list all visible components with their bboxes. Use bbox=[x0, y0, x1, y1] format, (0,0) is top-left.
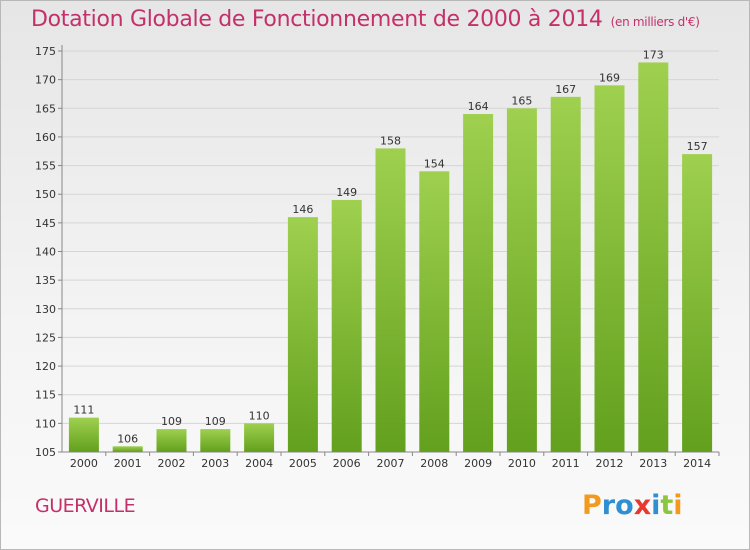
y-tick-label: 165 bbox=[35, 102, 56, 115]
bar-2014 bbox=[682, 154, 713, 452]
y-tick-label: 145 bbox=[35, 217, 56, 230]
logo-letter: i bbox=[673, 490, 683, 521]
x-tick-label: 2007 bbox=[377, 457, 405, 470]
bar-2001 bbox=[112, 446, 143, 452]
bars bbox=[68, 62, 713, 453]
logo-letter: r bbox=[601, 490, 616, 521]
y-tick-label: 160 bbox=[35, 131, 56, 144]
x-tick-label: 2012 bbox=[596, 457, 624, 470]
data-label-2014: 157 bbox=[687, 140, 708, 153]
data-label-2001: 106 bbox=[117, 432, 138, 445]
x-tick-label: 2011 bbox=[552, 457, 580, 470]
data-label-2003: 109 bbox=[205, 415, 226, 428]
logo-letter: t bbox=[660, 490, 674, 521]
bar-2002 bbox=[156, 429, 187, 452]
data-label-2010: 165 bbox=[511, 94, 532, 107]
y-tick-label: 125 bbox=[35, 331, 56, 344]
logo-letter: P bbox=[582, 490, 602, 521]
x-tick-label: 2002 bbox=[158, 457, 186, 470]
data-labels: 111 106 109 109 110 146 149 158 154 164 165 167 169 1… bbox=[73, 48, 707, 445]
bar-2011 bbox=[550, 96, 581, 452]
x-tick-label: 2008 bbox=[420, 457, 448, 470]
logo-letter: i bbox=[651, 490, 661, 521]
x-tick-label: 2003 bbox=[201, 457, 229, 470]
data-label-2008: 154 bbox=[424, 157, 445, 170]
y-tick-label: 150 bbox=[35, 188, 56, 201]
x-tick-label: 2009 bbox=[464, 457, 492, 470]
y-tick-label: 130 bbox=[35, 303, 56, 316]
chart-title: Dotation Globale de Fonctionnement de 20… bbox=[31, 7, 700, 32]
x-tick-label: 2013 bbox=[639, 457, 667, 470]
data-label-2006: 149 bbox=[336, 186, 357, 199]
data-label-2002: 109 bbox=[161, 415, 182, 428]
bar-2013 bbox=[638, 62, 669, 452]
x-tick-label: 2010 bbox=[508, 457, 536, 470]
bar-2007 bbox=[375, 148, 406, 452]
x-tick-label: 2004 bbox=[245, 457, 273, 470]
proxiti-logo: Proxiti bbox=[582, 490, 683, 521]
y-tick-label: 120 bbox=[35, 360, 56, 373]
bar-2009 bbox=[463, 114, 494, 452]
bar-2004 bbox=[244, 423, 275, 452]
bar-2012 bbox=[594, 85, 625, 452]
chart-title-text: Dotation Globale de Fonctionnement de 20… bbox=[31, 7, 603, 32]
x-tick-label: 2014 bbox=[683, 457, 711, 470]
logo-letter: x bbox=[633, 490, 652, 521]
data-label-2011: 167 bbox=[555, 83, 576, 96]
y-tick-label: 175 bbox=[35, 45, 56, 58]
data-label-2012: 169 bbox=[599, 71, 620, 84]
data-label-2000: 111 bbox=[73, 404, 94, 417]
data-label-2005: 146 bbox=[292, 203, 313, 216]
logo-letter: o bbox=[615, 490, 634, 521]
y-tick-label: 105 bbox=[35, 446, 56, 459]
y-tick-label: 115 bbox=[35, 389, 56, 402]
bar-2000 bbox=[68, 417, 99, 452]
bar-2005 bbox=[287, 217, 318, 452]
y-tick-label: 135 bbox=[35, 274, 56, 287]
bar-2010 bbox=[506, 108, 537, 453]
data-label-2009: 164 bbox=[468, 100, 489, 113]
bar-2008 bbox=[419, 171, 450, 453]
bar-2003 bbox=[200, 429, 231, 452]
y-tick-label: 155 bbox=[35, 160, 56, 173]
x-tick-label: 2006 bbox=[333, 457, 361, 470]
x-tick-label: 2001 bbox=[114, 457, 142, 470]
y-tick-label: 170 bbox=[35, 74, 56, 87]
chart-subtitle: (en milliers d'€) bbox=[610, 15, 700, 29]
commune-name: GUERVILLE bbox=[35, 495, 136, 517]
y-tick-label: 140 bbox=[35, 246, 56, 259]
bar-2006 bbox=[331, 199, 362, 452]
x-tick-label: 2000 bbox=[70, 457, 98, 470]
data-label-2007: 158 bbox=[380, 134, 401, 147]
data-label-2013: 173 bbox=[643, 48, 664, 61]
data-label-2004: 110 bbox=[249, 409, 270, 422]
y-tick-label: 110 bbox=[35, 417, 56, 430]
x-tick-label: 2005 bbox=[289, 457, 317, 470]
